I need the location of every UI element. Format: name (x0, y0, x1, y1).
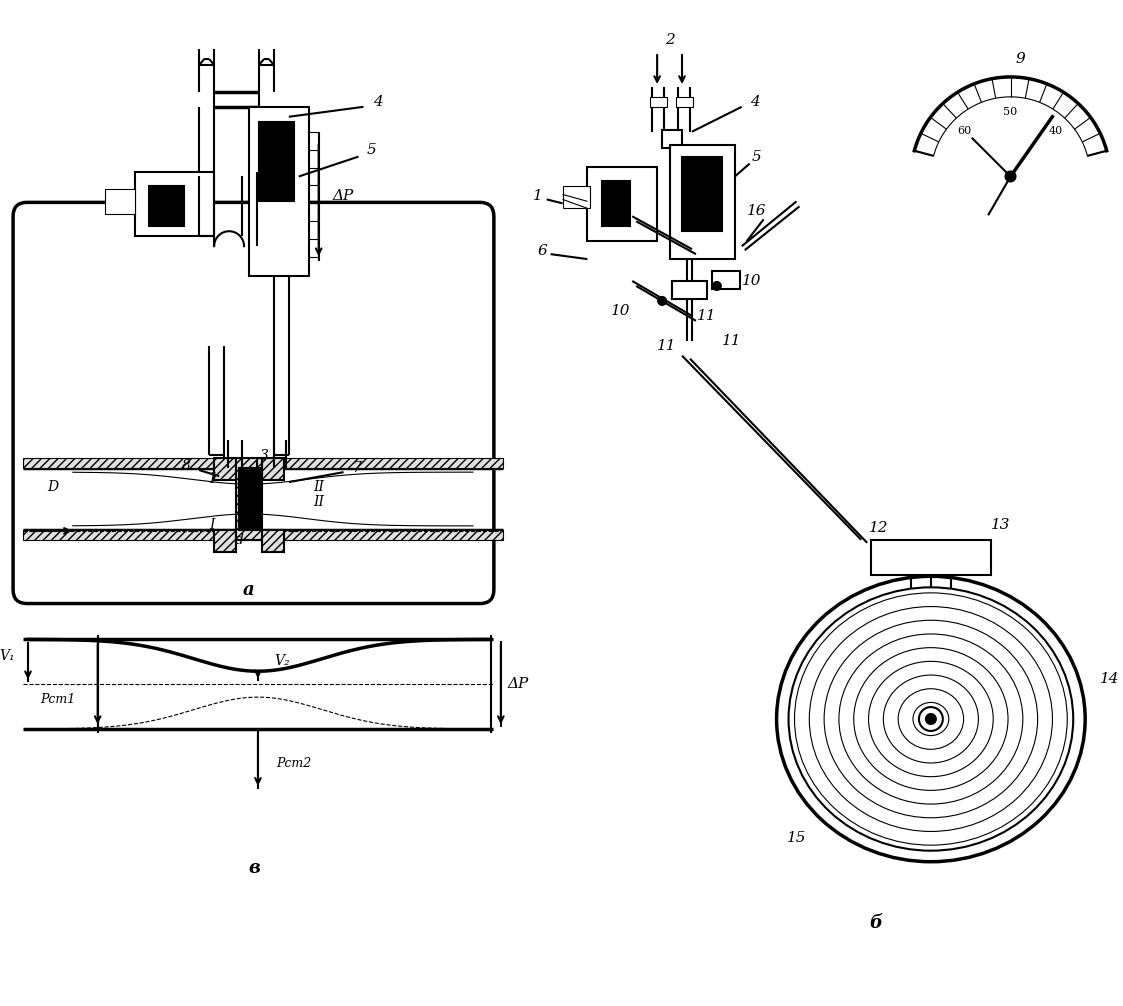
Text: D: D (47, 480, 58, 494)
Text: V₁: V₁ (0, 649, 15, 663)
Bar (24, 458, 503, 468)
Bar (214, 458, 236, 480)
Text: 11: 11 (657, 339, 677, 353)
Bar (24, 530, 503, 540)
Text: 4: 4 (750, 95, 759, 109)
Text: 11: 11 (722, 334, 741, 348)
Text: 7: 7 (353, 461, 360, 475)
Text: Рст2: Рст2 (276, 758, 311, 771)
Bar (712, 271, 740, 289)
Circle shape (1005, 171, 1015, 181)
Text: 9: 9 (1015, 52, 1025, 66)
Text: а: а (244, 580, 255, 599)
Text: 10: 10 (742, 274, 761, 288)
Text: 1: 1 (532, 189, 542, 203)
Text: II: II (313, 495, 325, 509)
Text: ΔP: ΔP (332, 189, 354, 203)
Bar (104, 189, 135, 214)
Bar (262, 530, 284, 551)
FancyBboxPatch shape (13, 202, 494, 604)
Bar (650, 97, 667, 107)
Text: 4: 4 (374, 95, 383, 109)
Text: d: d (235, 533, 244, 547)
Text: 11: 11 (697, 309, 716, 323)
Text: 14: 14 (1101, 672, 1120, 686)
Bar (672, 281, 706, 299)
Text: 13: 13 (990, 518, 1011, 532)
Bar (214, 530, 236, 551)
Text: 5: 5 (366, 143, 376, 157)
Bar (871, 540, 990, 574)
Text: 12: 12 (869, 521, 889, 535)
Ellipse shape (777, 576, 1085, 862)
Bar (682, 157, 722, 231)
Text: 6: 6 (538, 244, 548, 259)
Bar (663, 130, 682, 148)
Text: 10: 10 (611, 304, 630, 318)
Bar (676, 97, 693, 107)
Text: 50: 50 (1003, 107, 1017, 117)
Text: 2: 2 (665, 33, 675, 47)
Text: II: II (313, 480, 325, 494)
Text: в: в (248, 859, 259, 877)
Bar (135, 171, 214, 236)
Bar (149, 186, 184, 226)
Bar (262, 458, 284, 480)
Circle shape (919, 707, 943, 731)
Text: 60: 60 (958, 126, 971, 136)
Circle shape (658, 297, 666, 305)
Bar (563, 186, 591, 208)
Text: 5: 5 (751, 150, 761, 164)
Circle shape (925, 714, 935, 724)
Bar (239, 468, 259, 530)
Text: ΔP: ΔP (508, 677, 529, 691)
Bar (259, 122, 294, 201)
Ellipse shape (788, 588, 1074, 851)
Text: 3: 3 (259, 450, 268, 463)
Text: 40: 40 (1049, 126, 1063, 136)
Text: б: б (869, 914, 883, 933)
Bar (587, 167, 657, 241)
Text: Рст1: Рст1 (40, 692, 75, 705)
Text: 8: 8 (182, 459, 191, 473)
Bar (236, 458, 262, 540)
Text: V₂: V₂ (274, 654, 290, 668)
Bar (602, 181, 630, 226)
Text: 16: 16 (747, 204, 766, 218)
Bar (670, 145, 734, 260)
Circle shape (713, 282, 721, 290)
Text: 15: 15 (787, 832, 806, 845)
Text: I: I (209, 518, 214, 532)
Bar (249, 107, 309, 276)
Text: I: I (209, 472, 214, 486)
